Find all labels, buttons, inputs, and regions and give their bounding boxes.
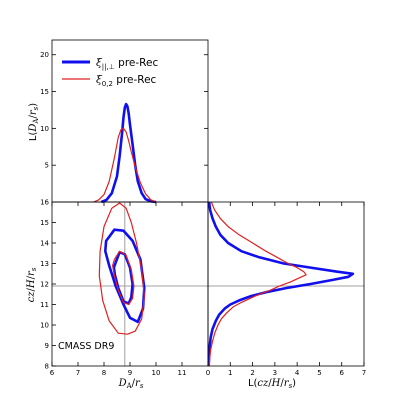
- main-xtick-label: 6: [50, 369, 55, 377]
- right-xtick-label: 6: [339, 369, 344, 377]
- right-xtick-label: 3: [273, 369, 277, 377]
- main-ytick-label: 12: [40, 281, 49, 289]
- main-xtick-label: 10: [152, 369, 161, 377]
- annotation-cmass: CMASS DR9: [58, 341, 114, 352]
- contour-line: [98, 202, 145, 335]
- main-xtick-label: 11: [178, 369, 187, 377]
- top-series-line: [100, 102, 157, 204]
- top-ytick-label: 15: [40, 88, 49, 96]
- main-ytick-label: 14: [40, 240, 49, 248]
- legend: ξ||,⊥ pre-Rec ξ0,2 pre-Rec: [62, 57, 158, 88]
- right-xtick-label: 5: [317, 369, 321, 377]
- top-ytick-label: 20: [40, 51, 49, 59]
- contour-line: [104, 228, 146, 324]
- main-ytick-label: 15: [40, 219, 49, 227]
- contour-line: [111, 250, 135, 306]
- top-ytick-label: 5: [45, 162, 49, 170]
- right-xlabel: L(cz/H/rs): [248, 378, 296, 390]
- right-xtick-label: 1: [228, 369, 232, 377]
- right-frame: [207, 201, 365, 367]
- main-ytick-label: 13: [40, 260, 49, 268]
- right-xtick-label: 0: [206, 369, 210, 377]
- main-ytick-label: 16: [40, 199, 49, 207]
- top-ylabel: L(DA/rs): [28, 103, 40, 141]
- contour-line: [112, 250, 134, 305]
- main-xtick-label: 7: [76, 369, 80, 377]
- top-ytick-label: 10: [40, 125, 49, 133]
- legend-label-blue: ξ||,⊥ pre-Rec: [96, 57, 158, 71]
- right-xtick-label: 7: [362, 369, 366, 377]
- main-ytick-label: 11: [40, 301, 49, 309]
- top-series-line: [93, 127, 157, 203]
- main-xtick-label: 8: [102, 369, 106, 377]
- right-xtick-label: 2: [250, 369, 254, 377]
- main-ytick-label: 8: [45, 363, 49, 371]
- right-series-line: [207, 201, 355, 367]
- right-panel: 0 1 2 3 4 5 6 7: [206, 201, 366, 377]
- legend-label-red: ξ0,2 pre-Rec: [96, 74, 157, 88]
- main-ylabel: cz/H/rs: [26, 267, 38, 302]
- main-ytick-label: 9: [45, 342, 49, 350]
- main-xlabel: DA/rs: [118, 378, 144, 390]
- right-series-line: [208, 201, 307, 367]
- right-xtick-label: 4: [295, 369, 300, 377]
- main-ytick-label: 10: [40, 322, 49, 330]
- main-xtick-label: 9: [128, 369, 132, 377]
